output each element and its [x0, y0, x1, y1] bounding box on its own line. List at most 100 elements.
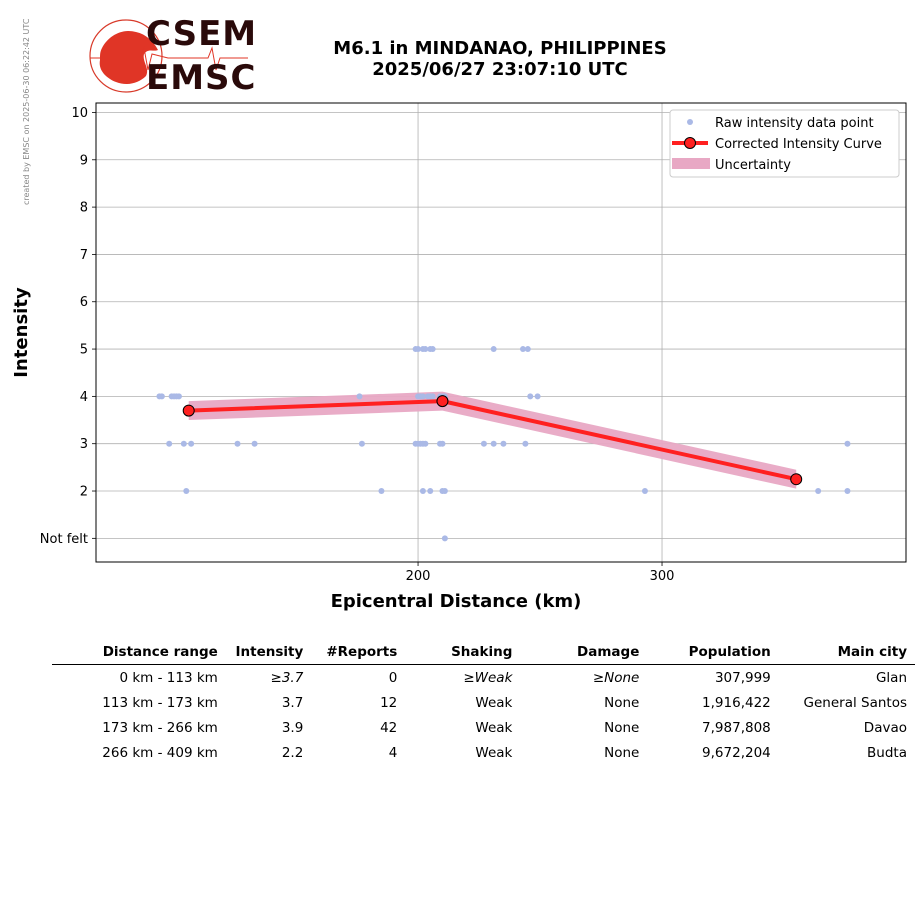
table-header-cell: Intensity: [225, 640, 312, 665]
raw-data-point: [522, 440, 529, 447]
table-row: 266 km - 409 km 2.2 4 Weak None 9,672,204 Budt…: [52, 740, 915, 765]
raw-data-point: [180, 440, 187, 447]
table-header-cell: Shaking: [405, 640, 521, 665]
table-cell: 307,999: [714, 669, 771, 686]
y-tick-label: 4: [80, 390, 88, 405]
table-header-cell: Damage: [520, 640, 648, 665]
raw-data-point: [534, 393, 541, 400]
x-tick-label: 300: [650, 569, 675, 584]
table-header-cell: Main city: [778, 640, 915, 665]
plot-frame: [95, 102, 907, 563]
chart-title: M6.1 in MINDANAO, PHILIPPINES: [333, 38, 667, 59]
raw-data-point: [422, 440, 429, 447]
table-cell: ≥Weak: [463, 669, 513, 686]
table-cell: 3.7: [281, 694, 304, 711]
table-cell: 113 km - 173 km: [102, 694, 218, 711]
table-cell: Weak: [475, 744, 513, 761]
table-cell: 0 km - 113 km: [119, 669, 218, 686]
table-cell: 173 km - 266 km: [102, 719, 218, 736]
intensity-chart: Not felt 2 3 4 5 6 7 8 9 10 200 300 Epicentral Dista…: [11, 102, 907, 612]
table-cell: 4: [388, 744, 398, 761]
curve-marker: [182, 404, 195, 417]
logo-emsc-text: EMSC: [146, 58, 257, 98]
curve-marker: [790, 473, 803, 486]
table-row: 0 km - 113 km ≥3.7 0 ≥Weak ≥None 307,999 Glan: [52, 665, 915, 691]
y-tick-label: 2: [80, 485, 88, 500]
table-cell: Weak: [475, 719, 513, 736]
raw-data-point: [234, 440, 241, 447]
table-header-cell: Population: [647, 640, 779, 665]
raw-data-point: [188, 440, 195, 447]
legend-box: [669, 109, 900, 178]
legend-entry: Raw intensity data point: [715, 116, 874, 131]
table-cell: 2.2: [281, 744, 304, 761]
table-cell: Glan: [875, 669, 907, 686]
y-tick-label: Not felt: [40, 532, 88, 547]
chart-subtitle: 2025/06/27 23:07:10 UTC: [372, 59, 628, 80]
raw-data-point: [166, 440, 173, 447]
table-cell: 12: [380, 694, 398, 711]
table-cell: 0: [388, 669, 398, 686]
raw-data-point: [183, 488, 190, 495]
raw-data-point: [844, 488, 851, 495]
table-cell: 42: [380, 719, 398, 736]
chart-title-block: M6.1 in MINDANAO, PHILIPPINES 2025/06/27…: [300, 38, 700, 80]
distance-summary-table: Distance range Intensity #Reports Shaking Da…: [52, 640, 915, 765]
table-cell: 9,672,204: [702, 744, 771, 761]
raw-data-point: [419, 488, 426, 495]
table-cell: 3.9: [281, 719, 304, 736]
raw-data-point: [358, 440, 365, 447]
table-cell: ≥None: [592, 669, 640, 686]
raw-data-point: [524, 346, 531, 353]
y-tick-label: 8: [80, 201, 88, 216]
raw-data-point: [844, 440, 851, 447]
raw-data-point: [175, 393, 182, 400]
table-row: 173 km - 266 km 3.9 42 Weak None 7,987,808 Dav…: [52, 715, 915, 740]
legend-uncertainty-swatch: [672, 158, 710, 169]
raw-data-point: [378, 488, 385, 495]
raw-data-point: [429, 346, 436, 353]
y-tick-label: 10: [71, 106, 88, 121]
raw-data-point: [427, 488, 434, 495]
table-row: 113 km - 173 km 3.7 12 Weak None 1,916,422 Gen…: [52, 690, 915, 715]
y-axis-label: Intensity: [11, 287, 32, 378]
table-cell: ≥3.7: [270, 669, 304, 686]
raw-data-point: [815, 488, 822, 495]
y-tick-label: 3: [80, 437, 88, 452]
raw-data-point: [158, 393, 165, 400]
table-cell: Weak: [475, 694, 513, 711]
raw-data-point: [356, 393, 363, 400]
raw-data-point: [490, 440, 497, 447]
table-header-cell: Distance range: [52, 640, 226, 665]
legend-entry: Corrected Intensity Curve: [715, 137, 882, 152]
logo-csem-text: CSEM: [146, 14, 258, 54]
legend-entry: Uncertainty: [715, 158, 791, 173]
table-body: 0 km - 113 km ≥3.7 0 ≥Weak ≥None 307,999 Glan 1…: [52, 665, 915, 766]
y-tick-label: 9: [80, 153, 88, 168]
table-cell: General Santos: [803, 694, 907, 711]
table-cell: Davao: [863, 719, 907, 736]
raw-data-point: [419, 393, 426, 400]
table-cell: None: [604, 694, 640, 711]
y-tick-label: 5: [80, 343, 88, 358]
raw-data-point: [490, 346, 497, 353]
raw-data-point: [439, 440, 446, 447]
raw-data-point: [441, 535, 448, 542]
raw-data-point: [422, 346, 429, 353]
raw-data-point: [641, 488, 648, 495]
raw-data-point: [441, 488, 448, 495]
raw-data-point: [519, 346, 526, 353]
raw-data-point: [251, 440, 258, 447]
raw-data-point: [480, 440, 487, 447]
table-cell: 266 km - 409 km: [102, 744, 218, 761]
raw-data-point: [415, 346, 422, 353]
raw-data-point: [429, 393, 436, 400]
x-tick-label: 200: [406, 569, 431, 584]
table-cell: 7,987,808: [702, 719, 771, 736]
x-axis-label: Epicentral Distance (km): [331, 591, 582, 612]
y-tick-label: 7: [80, 248, 88, 263]
legend-raw-marker: [687, 119, 693, 125]
legend-curve-marker: [684, 137, 696, 149]
table-cell: 1,916,422: [702, 694, 771, 711]
y-tick-label: 6: [80, 295, 88, 310]
